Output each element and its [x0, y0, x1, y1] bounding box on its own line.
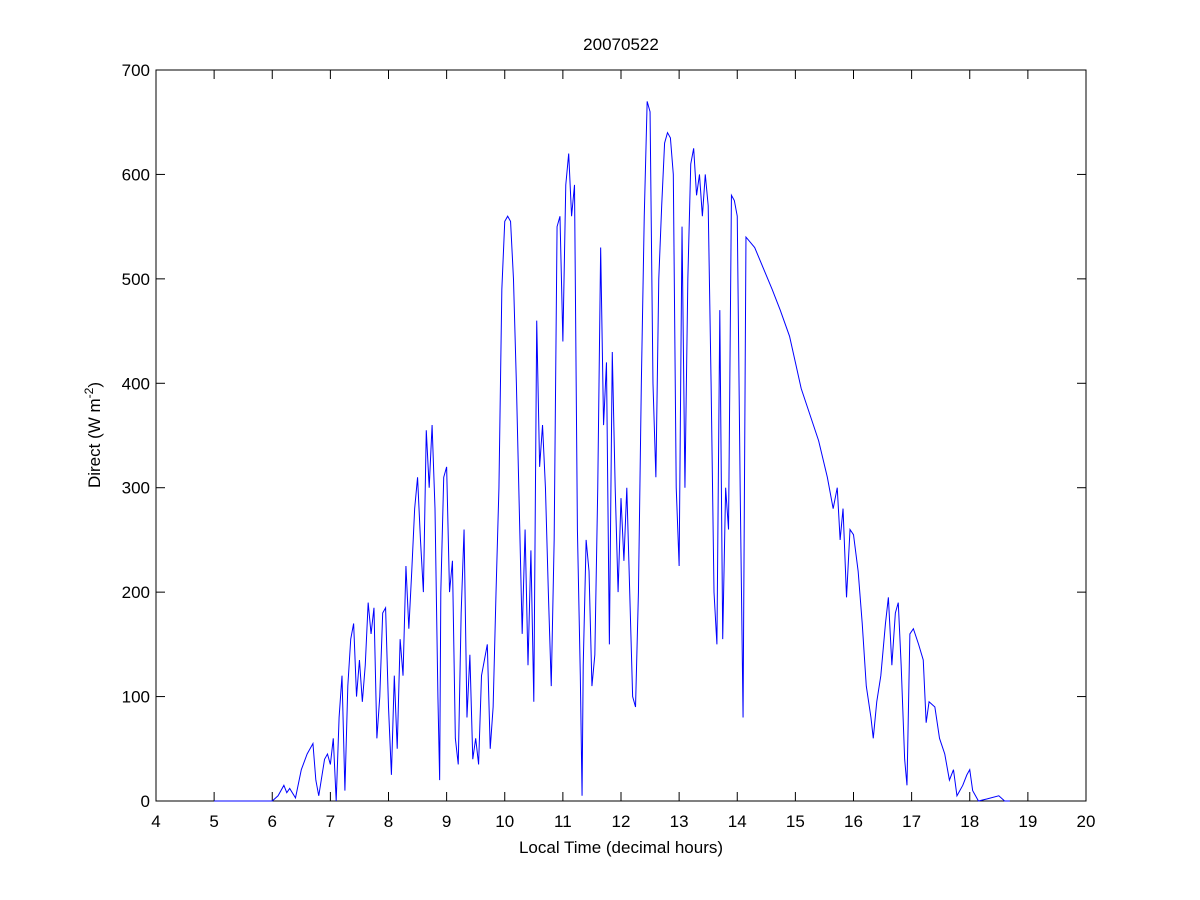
- y-axis-label-superscript: -2: [82, 387, 96, 398]
- x-tick-label: 17: [902, 812, 921, 831]
- y-tick-label: 100: [122, 688, 150, 707]
- x-tick-label: 14: [728, 812, 747, 831]
- y-tick-label: 600: [122, 165, 150, 184]
- x-axis-label: Local Time (decimal hours): [519, 838, 723, 857]
- x-tick-label: 18: [960, 812, 979, 831]
- data-line: [214, 101, 1010, 801]
- x-tick-label: 12: [612, 812, 631, 831]
- y-tick-label: 500: [122, 270, 150, 289]
- y-axis-label-text: Direct (W m: [85, 398, 104, 488]
- x-tick-label: 8: [384, 812, 393, 831]
- y-tick-label: 700: [122, 61, 150, 80]
- y-tick-label: 400: [122, 374, 150, 393]
- x-tick-label: 6: [268, 812, 277, 831]
- x-tick-label: 15: [786, 812, 805, 831]
- x-tick-label: 7: [326, 812, 335, 831]
- y-tick-label: 300: [122, 479, 150, 498]
- x-tick-label: 9: [442, 812, 451, 831]
- y-axis-label: Direct (W m-2): [82, 382, 104, 488]
- x-tick-label: 4: [151, 812, 160, 831]
- x-tick-label: 5: [209, 812, 218, 831]
- x-tick-label: 19: [1018, 812, 1037, 831]
- x-tick-label: 10: [495, 812, 514, 831]
- x-tick-label: 16: [844, 812, 863, 831]
- chart-title: 20070522: [583, 35, 659, 54]
- x-tick-label: 11: [554, 812, 572, 831]
- x-tick-label: 20: [1077, 812, 1096, 831]
- y-tick-label: 0: [141, 792, 150, 811]
- y-tick-label: 200: [122, 583, 150, 602]
- y-axis-label-end: ): [85, 382, 104, 388]
- x-tick-label: 13: [670, 812, 689, 831]
- axes-box: [156, 70, 1086, 801]
